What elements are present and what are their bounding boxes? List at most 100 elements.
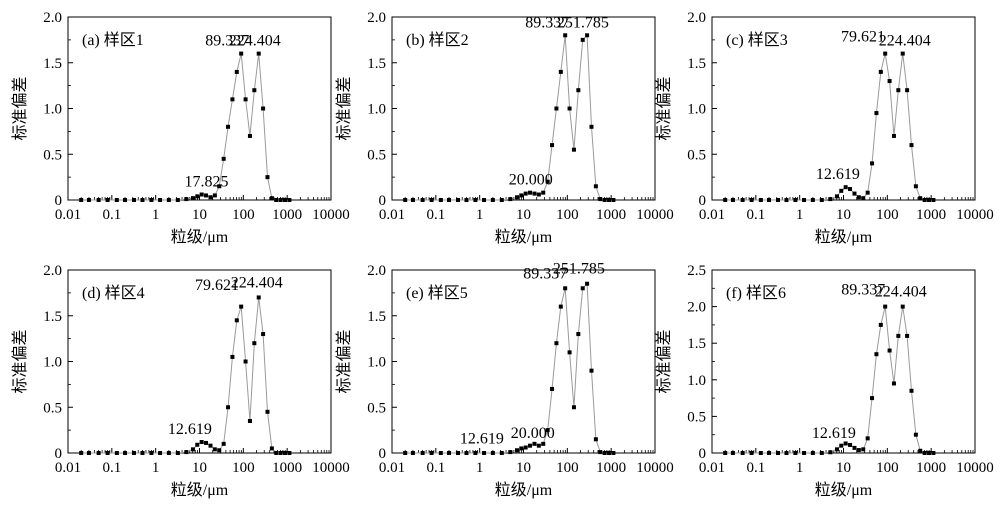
data-point bbox=[887, 348, 892, 353]
data-point bbox=[740, 198, 745, 202]
y-tick-label: 0.5 bbox=[43, 147, 62, 163]
y-tick-label: 1.0 bbox=[43, 355, 62, 371]
data-point bbox=[208, 195, 213, 200]
x-tick-label: 10000 bbox=[636, 460, 674, 476]
data-point bbox=[247, 133, 252, 138]
data-point bbox=[131, 451, 136, 455]
data-point bbox=[269, 196, 274, 201]
x-tick-label: 1 bbox=[476, 460, 484, 476]
data-point bbox=[927, 451, 932, 455]
data-point bbox=[247, 418, 252, 423]
data-point bbox=[749, 451, 754, 455]
data-point bbox=[900, 51, 905, 56]
x-axis-label: 粒级/μm bbox=[815, 481, 873, 499]
data-point bbox=[519, 193, 524, 198]
chart-panel-1: 0.01 0.1 1 10 100 1000 10000 0 0.5 1.0 1.5 2.0 粒级/μm… bbox=[11, 10, 350, 246]
data-point bbox=[269, 446, 274, 451]
data-point bbox=[883, 51, 888, 56]
data-point bbox=[175, 451, 180, 455]
data-point bbox=[878, 69, 883, 74]
data-point bbox=[554, 106, 559, 111]
data-point bbox=[490, 451, 495, 455]
peak-label: 89.337 bbox=[205, 33, 249, 50]
data-point bbox=[607, 451, 612, 455]
data-point bbox=[123, 198, 128, 202]
y-tick-label: 1.5 bbox=[687, 336, 706, 352]
data-point bbox=[905, 88, 910, 93]
data-point bbox=[140, 451, 145, 455]
data-point bbox=[585, 33, 590, 38]
data-point bbox=[558, 304, 563, 309]
data-point bbox=[870, 396, 875, 401]
y-tick-label: 1.0 bbox=[367, 102, 386, 118]
y-tick-label: 1.0 bbox=[687, 102, 706, 118]
data-point bbox=[523, 445, 528, 450]
data-point bbox=[730, 198, 735, 202]
y-tick-label: 0 bbox=[55, 193, 63, 209]
x-tick-label: 0.01 bbox=[699, 460, 725, 476]
data-point bbox=[550, 143, 555, 148]
data-point bbox=[226, 124, 231, 129]
data-point bbox=[447, 198, 452, 202]
data-point bbox=[593, 437, 598, 442]
data-point bbox=[848, 442, 853, 447]
chart-panel-3: 0.01 0.1 1 10 100 1000 10000 0 0.5 1.0 1.5 2.0 粒级/μm… bbox=[655, 10, 994, 246]
x-tick-label: 100 bbox=[876, 460, 899, 476]
peak-label: 224.404 bbox=[875, 284, 927, 301]
y-tick-label: 0 bbox=[699, 446, 707, 462]
data-point bbox=[464, 451, 469, 455]
peak-label: 79.621 bbox=[195, 277, 239, 294]
y-tick-label: 2.0 bbox=[367, 263, 386, 279]
data-point bbox=[226, 405, 231, 410]
data-point bbox=[909, 388, 914, 393]
data-point bbox=[602, 451, 607, 455]
peak-label: 12.619 bbox=[812, 425, 856, 442]
series-line bbox=[405, 282, 614, 454]
x-tick-label: 0.1 bbox=[426, 460, 445, 476]
x-tick-label: 1000 bbox=[272, 460, 302, 476]
x-tick-label: 100 bbox=[876, 207, 899, 223]
data-point bbox=[848, 187, 853, 192]
y-tick-label: 1.5 bbox=[687, 56, 706, 72]
data-point bbox=[208, 443, 213, 448]
data-point bbox=[861, 196, 866, 201]
data-point bbox=[256, 295, 261, 300]
data-point bbox=[96, 451, 101, 455]
data-point bbox=[865, 190, 870, 195]
data-point bbox=[464, 198, 469, 202]
data-point bbox=[861, 447, 866, 452]
x-tick-label: 0.1 bbox=[426, 207, 445, 223]
y-axis-label: 标准偏差 bbox=[11, 329, 29, 393]
data-point bbox=[287, 451, 292, 455]
peak-label: 79.621 bbox=[841, 29, 885, 46]
data-point bbox=[593, 184, 598, 189]
data-point bbox=[158, 198, 163, 202]
data-point bbox=[261, 332, 266, 337]
data-point bbox=[195, 442, 200, 447]
peak-label: 12.619 bbox=[816, 166, 860, 183]
data-point bbox=[558, 69, 563, 74]
data-point bbox=[473, 198, 478, 202]
peak-label: 89.337 bbox=[525, 14, 569, 31]
data-point bbox=[514, 448, 519, 453]
data-point bbox=[86, 198, 91, 202]
data-point bbox=[221, 156, 226, 161]
data-point bbox=[96, 198, 101, 202]
data-point bbox=[105, 198, 110, 202]
data-point bbox=[274, 451, 279, 455]
data-point bbox=[909, 143, 914, 148]
data-point bbox=[767, 198, 772, 202]
data-point bbox=[86, 451, 91, 455]
y-tick-label: 0.5 bbox=[367, 400, 386, 416]
y-tick-label: 1.5 bbox=[43, 309, 62, 325]
data-point bbox=[541, 441, 546, 446]
data-point bbox=[580, 286, 585, 291]
x-tick-label: 0.01 bbox=[55, 460, 81, 476]
data-point bbox=[828, 450, 833, 455]
data-point bbox=[195, 194, 200, 199]
data-point bbox=[519, 446, 524, 451]
peak-label: 12.619 bbox=[460, 431, 504, 448]
data-point bbox=[545, 179, 550, 184]
data-point bbox=[834, 447, 839, 452]
data-point bbox=[221, 441, 226, 446]
